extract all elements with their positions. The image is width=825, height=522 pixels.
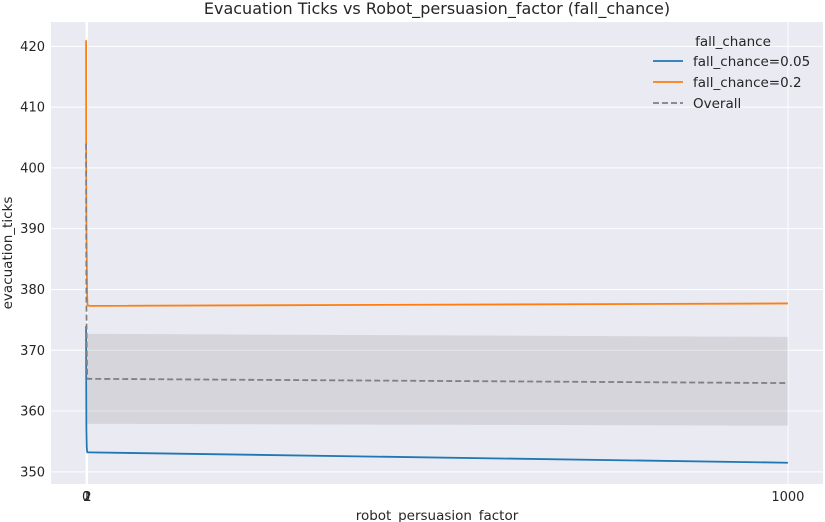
legend: fall_chance fall_chance=0.05 fall_chance=… <box>653 34 810 112</box>
series-line <box>85 325 788 464</box>
y-tick-label: 370 <box>20 344 45 359</box>
x-tick-label: 0 <box>82 490 90 505</box>
legend-label: fall_chance=0.05 <box>693 54 810 70</box>
y-tick-label: 410 <box>20 101 45 116</box>
confidence-band <box>86 58 788 426</box>
y-tick-label: 380 <box>20 283 45 298</box>
y-tick-label: 390 <box>20 222 45 237</box>
legend-label: Overall <box>693 96 741 112</box>
legend-label: fall_chance=0.2 <box>693 75 802 91</box>
x-axis-title: robot_persuasion_factor <box>356 508 519 522</box>
y-tick-label: 350 <box>20 465 45 480</box>
chart-title: Evacuation Ticks vs Robot_persuasion_fac… <box>204 0 670 19</box>
series-line <box>85 143 788 384</box>
x-tick-label: 1000 <box>771 490 804 505</box>
confidence-bands <box>86 58 788 426</box>
y-tick-labels: 350 360 370 380 390 400 410 420 <box>20 40 45 481</box>
plot-area <box>51 22 823 484</box>
y-tick-label: 420 <box>20 40 45 55</box>
y-axis-title: evacuation_ticks <box>0 197 16 310</box>
x-tick-labels: 012 1000 <box>82 490 805 505</box>
y-tick-label: 400 <box>20 161 45 176</box>
y-tick-label: 360 <box>20 405 45 420</box>
x-tick-label: 1 <box>83 490 91 505</box>
legend-title: fall_chance <box>695 34 771 50</box>
series-lines <box>85 40 788 464</box>
x-tick-label: 2 <box>83 490 91 505</box>
